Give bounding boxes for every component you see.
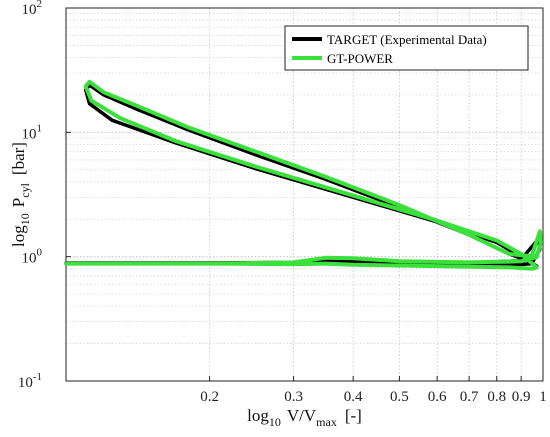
y-tick-exponent: 2 [37, 0, 43, 10]
y-tick-exponent: 0 [37, 247, 43, 259]
series-layer [64, 79, 543, 271]
x-axis-label-var-sub: max [316, 415, 337, 429]
x-tick-label: 0.8 [487, 389, 506, 405]
x-axis-label-unit: [-] [345, 406, 362, 425]
y-tick-base: 10 [22, 251, 37, 267]
x-tick-label: 0.4 [344, 389, 363, 405]
y-tick-label: 102 [22, 0, 43, 18]
y-axis-label-var-sub: cyl [18, 182, 32, 197]
series-line-target [64, 83, 542, 268]
y-axis-label-prefix-sub: 10 [18, 213, 32, 225]
x-axis-label: log10 V/Vmax [-] [247, 406, 362, 429]
x-tick-label: 0.2 [200, 389, 219, 405]
x-axis-label-prefix-sub: 10 [269, 415, 281, 429]
plot-frame [65, 7, 544, 382]
y-tick-exponent: -1 [33, 371, 42, 383]
legend: TARGET (Experimental Data) GT-POWER [284, 25, 529, 71]
y-axis-label-unit: [bar] [9, 142, 28, 175]
y-tick-label: 100 [22, 247, 43, 267]
x-axis-label-var: V/V [287, 406, 317, 425]
x-tick-label: 0.6 [428, 389, 447, 405]
x-tick-label: 0.7 [460, 389, 479, 405]
y-axis-label: log10 Pcyl [bar] [9, 142, 32, 247]
y-tick-base: 10 [18, 375, 33, 391]
y-tick-exponent: 1 [37, 122, 43, 134]
legend-label-target: TARGET (Experimental Data) [327, 32, 487, 47]
legend-box [284, 25, 529, 71]
x-tick-label: 1 [539, 389, 547, 405]
x-tick-label: 0.5 [390, 389, 409, 405]
x-axis-label-prefix: log [247, 406, 269, 425]
y-tick-label: 10-1 [18, 371, 42, 391]
y-axis-label-var: P [9, 198, 28, 207]
y-axis-label-prefix: log [9, 225, 28, 247]
x-tick-label: 0.3 [284, 389, 303, 405]
y-tick-label: 101 [22, 122, 43, 142]
y-tick-base: 10 [22, 2, 37, 18]
series-line-gt-power [64, 79, 543, 271]
x-tick-label: 0.9 [512, 389, 531, 405]
x-tick-labels: 0.2 0.3 0.4 0.5 0.6 0.7 0.8 0.9 1 [200, 376, 547, 405]
y-tick-base: 10 [22, 126, 37, 142]
legend-label-gt-power: GT-POWER [327, 51, 393, 66]
